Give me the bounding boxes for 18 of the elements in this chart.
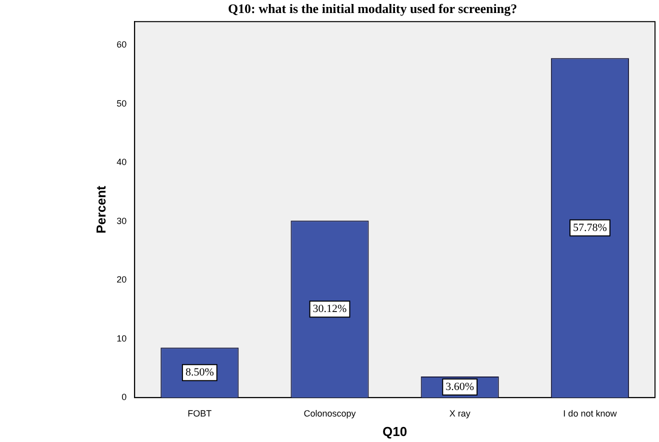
data-label: 8.50% [185,366,214,379]
y-tick-label: 60 [116,40,127,50]
x-tick-label: FOBT [188,408,212,418]
y-tick-label: 10 [116,333,127,344]
y-tick-label: 20 [116,274,127,285]
x-tick-label: I do not know [563,408,618,418]
x-tick-label: Colonoscopy [304,408,356,418]
y-tick-label: 0 [122,392,127,402]
y-tick-label: 40 [116,157,127,168]
x-axis-title: Q10 [382,424,408,439]
y-axis-title: Percent [93,185,108,234]
data-label: 57.78% [572,222,607,234]
data-label: 30.12% [312,303,347,316]
chart-title: Q10: what is the initial modality used for screening? [228,1,518,16]
y-tick-label: 50 [116,98,127,108]
x-tick-label: X ray [449,408,471,418]
y-tick-label: 30 [116,216,127,226]
data-label: 3.60% [446,380,474,393]
